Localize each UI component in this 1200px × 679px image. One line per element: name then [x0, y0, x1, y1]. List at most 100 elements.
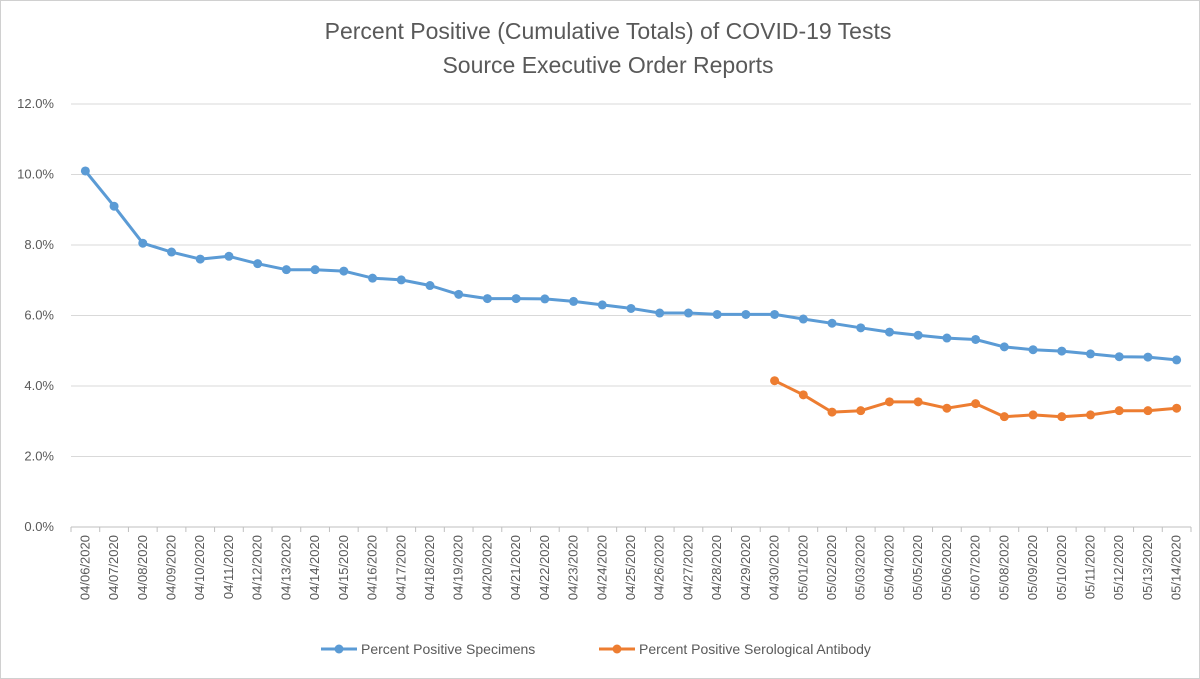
data-point-series-1	[942, 333, 952, 343]
x-tick-label: 05/02/2020	[824, 535, 839, 600]
data-point-series-1	[884, 327, 894, 337]
data-point-series-1	[482, 294, 492, 304]
data-point-series-1	[224, 251, 234, 261]
data-point-series-1	[167, 247, 177, 257]
x-tick-label: 04/06/2020	[77, 535, 92, 600]
x-tick-label: 04/29/2020	[738, 535, 753, 600]
data-point-series-1	[1085, 349, 1095, 359]
x-tick-label: 05/09/2020	[1025, 535, 1040, 600]
x-tick-label: 04/20/2020	[479, 535, 494, 600]
data-point-series-1	[913, 330, 923, 340]
x-tick-label: 04/13/2020	[278, 535, 293, 600]
x-tick-label: 04/27/2020	[680, 535, 695, 600]
data-point-series-1	[741, 309, 751, 319]
x-tick-label: 04/24/2020	[594, 535, 609, 600]
chart-subtitle: Source Executive Order Reports	[442, 52, 773, 78]
data-point-series-2	[1028, 410, 1038, 420]
data-point-series-2	[1057, 412, 1067, 422]
data-point-series-2	[827, 407, 837, 417]
data-point-series-1	[1028, 345, 1038, 355]
data-point-series-1	[540, 294, 550, 304]
data-point-series-1	[856, 323, 866, 333]
data-point-series-1	[827, 318, 837, 328]
y-tick-label: 8.0%	[24, 237, 54, 252]
x-tick-label: 04/30/2020	[767, 535, 782, 600]
legend-label-1: Percent Positive Specimens	[361, 641, 535, 657]
data-point-series-1	[310, 265, 320, 275]
data-point-series-1	[396, 275, 406, 285]
x-tick-label: 04/19/2020	[451, 535, 466, 600]
x-tick-label: 04/18/2020	[422, 535, 437, 600]
data-point-series-1	[798, 314, 808, 324]
data-point-series-2	[770, 376, 780, 386]
x-tick-label: 04/08/2020	[135, 535, 150, 600]
x-tick-label: 04/25/2020	[623, 535, 638, 600]
series-line-1	[84, 170, 1177, 362]
legend: Percent Positive Specimens Percent Positi…	[321, 641, 871, 657]
y-tick-label: 12.0%	[17, 96, 54, 111]
data-point-series-2	[913, 397, 923, 407]
data-point-series-1	[1114, 352, 1124, 362]
data-point-series-1	[195, 254, 205, 264]
x-tick-label: 05/06/2020	[939, 535, 954, 600]
x-tick-label: 05/03/2020	[853, 535, 868, 600]
legend-marker-2	[612, 644, 622, 654]
data-point-series-1	[1143, 352, 1153, 362]
data-point-series-1	[1172, 355, 1182, 365]
x-tick-label: 04/26/2020	[652, 535, 667, 600]
data-point-series-1	[339, 266, 349, 276]
chart-title: Percent Positive (Cumulative Totals) of …	[325, 18, 892, 44]
gridlines	[71, 103, 1191, 528]
data-point-series-1	[971, 334, 981, 344]
y-axis-ticks: 0.0% 2.0% 4.0% 6.0% 8.0% 10.0% 12.0%	[17, 96, 54, 534]
data-point-series-1	[368, 273, 378, 283]
y-tick-label: 2.0%	[24, 449, 54, 464]
data-point-series-2	[1114, 406, 1124, 416]
data-point-series-1	[281, 265, 291, 275]
x-tick-label: 04/28/2020	[709, 535, 724, 600]
x-tick-label: 04/11/2020	[221, 535, 236, 599]
x-tick-label: 05/13/2020	[1140, 535, 1155, 600]
x-tick-label: 05/07/2020	[968, 535, 983, 600]
x-axis-ticks: 04/06/2020 04/07/2020 04/08/2020 04/09/2020…	[70, 527, 1192, 600]
data-point-series-1	[655, 308, 665, 318]
data-point-series-1	[109, 201, 119, 211]
data-point-series-1	[425, 281, 435, 291]
data-point-series-1	[138, 238, 148, 248]
x-tick-label: 05/12/2020	[1111, 535, 1126, 600]
data-point-series-1	[770, 309, 780, 319]
x-tick-label: 05/11/2020	[1082, 535, 1097, 599]
x-tick-label: 04/09/2020	[164, 535, 179, 600]
data-point-series-1	[454, 289, 464, 299]
y-tick-label: 10.0%	[17, 167, 54, 182]
legend-label-2: Percent Positive Serological Antibody	[639, 641, 871, 657]
legend-marker-1	[334, 644, 344, 654]
series-lines	[80, 166, 1182, 422]
data-point-series-2	[971, 399, 981, 409]
x-tick-label: 05/04/2020	[881, 535, 896, 600]
x-tick-label: 04/16/2020	[365, 535, 380, 600]
data-point-series-2	[1085, 410, 1095, 420]
x-tick-label: 04/15/2020	[336, 535, 351, 600]
x-tick-label: 05/08/2020	[996, 535, 1011, 600]
x-tick-label: 04/14/2020	[307, 535, 322, 600]
data-point-series-2	[1172, 403, 1182, 413]
x-tick-label: 04/10/2020	[192, 535, 207, 600]
x-tick-label: 05/05/2020	[910, 535, 925, 600]
data-point-series-1	[597, 300, 607, 310]
data-point-series-2	[999, 412, 1009, 422]
data-point-series-1	[712, 309, 722, 319]
data-point-series-1	[253, 259, 263, 269]
data-point-series-1	[1057, 346, 1067, 356]
x-tick-label: 05/01/2020	[795, 535, 810, 600]
x-tick-label: 04/07/2020	[106, 535, 121, 600]
x-tick-label: 04/21/2020	[508, 535, 523, 600]
y-tick-label: 4.0%	[24, 378, 54, 393]
data-point-series-2	[798, 390, 808, 400]
x-tick-label: 05/14/2020	[1169, 535, 1184, 600]
x-tick-label: 04/22/2020	[537, 535, 552, 600]
data-point-series-2	[884, 397, 894, 407]
x-tick-label: 04/17/2020	[393, 535, 408, 600]
data-point-series-1	[569, 296, 579, 306]
